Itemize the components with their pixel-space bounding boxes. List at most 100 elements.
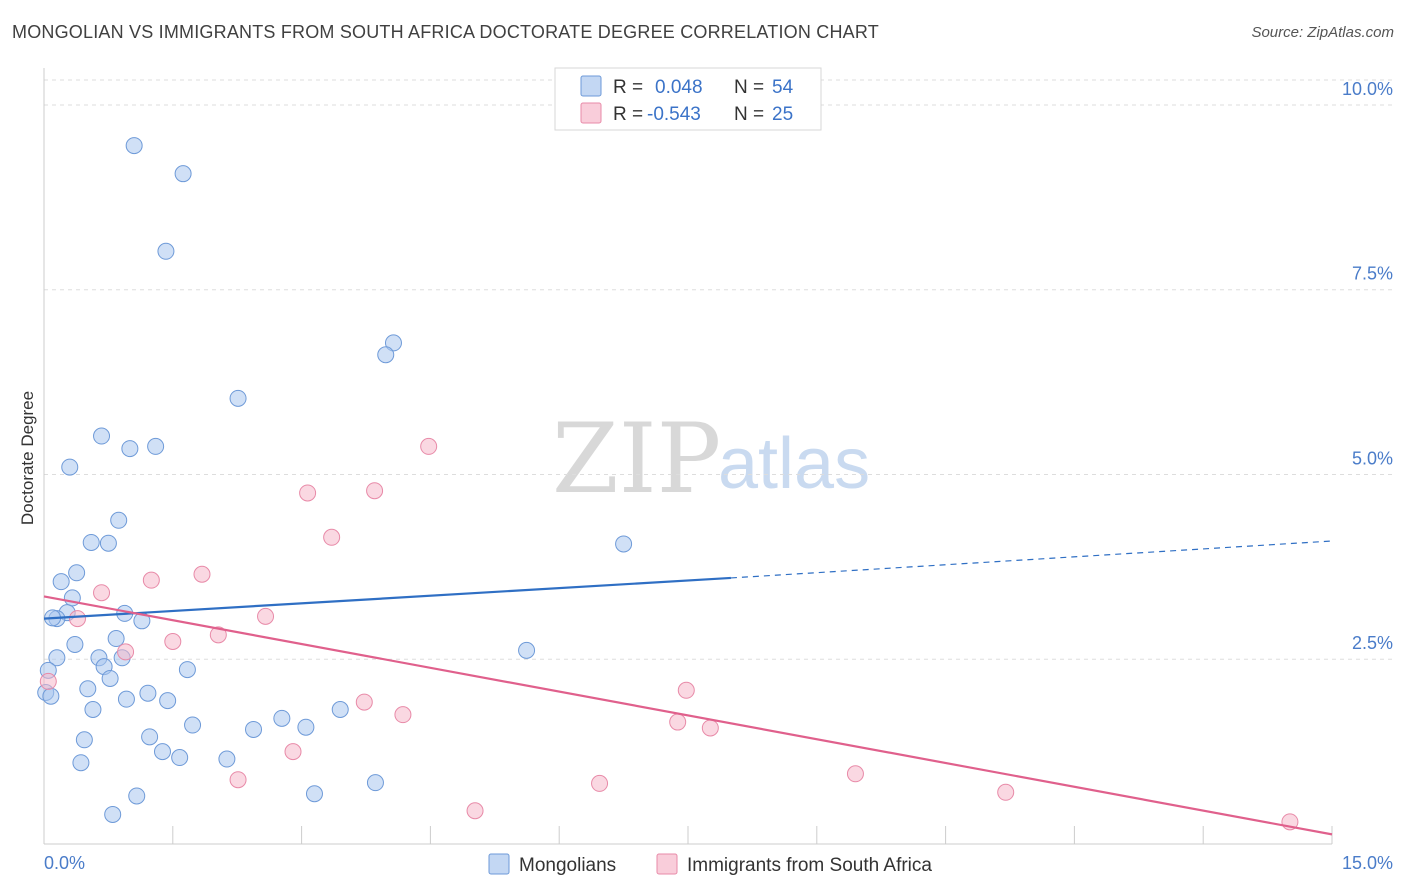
south-africa-point-19 bbox=[229, 771, 247, 789]
legend-r-value-mongolians: 0.048 bbox=[655, 77, 703, 98]
series-legend-label-mongolians: Mongolians bbox=[519, 855, 616, 876]
mongolians-point-51 bbox=[518, 641, 536, 659]
mongolians-point-52 bbox=[615, 535, 633, 553]
mongolians-point-43 bbox=[171, 749, 189, 767]
watermark: ZIP atlas bbox=[552, 403, 870, 515]
series-legend-swatch-south-africa bbox=[656, 853, 678, 875]
mongolians-point-45 bbox=[72, 754, 90, 772]
mongolians-point-33 bbox=[159, 692, 177, 710]
series-legend: Mongolians Immigrants from South Africa bbox=[488, 853, 932, 876]
south-africa-point-10 bbox=[164, 633, 182, 651]
series-legend-label-south-africa: Immigrants from South Africa bbox=[687, 855, 932, 876]
mongolians-point-37 bbox=[184, 716, 202, 734]
mongolians-point-3 bbox=[384, 334, 402, 352]
legend-n-value-south-africa: 25 bbox=[772, 104, 793, 125]
mongolians-point-53 bbox=[42, 687, 60, 705]
south-africa-point-3 bbox=[323, 528, 341, 546]
mongolians-point-10 bbox=[110, 511, 128, 529]
south-africa-trend-line bbox=[43, 595, 1333, 836]
mongolians-point-38 bbox=[245, 720, 263, 738]
mongolians-point-0 bbox=[125, 137, 143, 155]
south-africa-point-9 bbox=[209, 626, 227, 644]
south-africa-point-1 bbox=[366, 482, 384, 500]
y-tick-label-1: 5.0% bbox=[1352, 448, 1393, 468]
mongolians-point-9 bbox=[61, 458, 79, 476]
mongolians-point-32 bbox=[117, 690, 135, 708]
mongolians-point-5 bbox=[229, 389, 247, 407]
south-africa-point-5 bbox=[142, 571, 160, 589]
legend-r-label-south-africa: R = bbox=[613, 104, 643, 125]
legend-swatch-south-africa bbox=[580, 102, 602, 124]
south-africa-point-6 bbox=[93, 584, 111, 602]
mongolians-point-42 bbox=[153, 743, 171, 761]
mongolians-point-50 bbox=[104, 805, 122, 823]
mongolians-point-11 bbox=[82, 533, 100, 551]
mongolians-point-8 bbox=[147, 437, 165, 455]
legend-n-value-mongolians: 54 bbox=[772, 77, 794, 98]
x-tick-min: 0.0% bbox=[44, 853, 85, 873]
mongolians-point-13 bbox=[68, 564, 86, 582]
mongolians-point-2 bbox=[157, 242, 175, 260]
axes bbox=[43, 68, 1333, 845]
mongolians-point-48 bbox=[128, 787, 146, 805]
series-legend-swatch-mongolians bbox=[488, 853, 510, 875]
south-africa-point-14 bbox=[355, 693, 373, 711]
south-africa-point-7 bbox=[68, 610, 86, 628]
mongolians-point-34 bbox=[84, 700, 102, 718]
south-africa-point-12 bbox=[39, 672, 57, 690]
mongolians-point-23 bbox=[48, 649, 66, 667]
mongolians-point-6 bbox=[93, 427, 111, 445]
mongolians-trend-extension bbox=[730, 540, 1333, 579]
y-tick-label-0: 2.5% bbox=[1352, 633, 1393, 653]
mongolians-point-7 bbox=[121, 440, 139, 458]
south-africa-point-4 bbox=[193, 565, 211, 583]
mongolians-point-47 bbox=[366, 774, 384, 792]
legend-r-label-mongolians: R = bbox=[613, 77, 643, 98]
gridlines bbox=[44, 79, 1394, 660]
mongolians-trend-line bbox=[43, 576, 731, 620]
mongolians-point-40 bbox=[75, 731, 93, 749]
y-tick-label-2: 7.5% bbox=[1352, 264, 1393, 284]
south-africa-point-22 bbox=[997, 783, 1015, 801]
x-tick-max: 15.0% bbox=[1342, 853, 1393, 873]
mongolians-point-14 bbox=[52, 573, 70, 591]
south-africa-point-21 bbox=[591, 774, 609, 792]
south-africa-point-15 bbox=[394, 706, 412, 724]
south-africa-point-23 bbox=[466, 802, 484, 820]
south-africa-point-2 bbox=[299, 484, 317, 502]
legend-swatch-mongolians bbox=[580, 75, 602, 97]
y-tick-label-3: 10.0% bbox=[1342, 79, 1393, 99]
mongolians-point-39 bbox=[297, 718, 315, 736]
mongolians-point-22 bbox=[107, 630, 125, 648]
watermark-atlas: atlas bbox=[718, 424, 870, 504]
south-africa-point-13 bbox=[677, 681, 695, 699]
watermark-zip: ZIP bbox=[552, 403, 721, 515]
y-axis-label: Doctorate Degree bbox=[18, 391, 37, 525]
mongolians-point-12 bbox=[99, 534, 117, 552]
trend-lines bbox=[43, 540, 1333, 836]
scatter-points bbox=[37, 137, 1299, 831]
mongolians-point-49 bbox=[305, 785, 323, 803]
mongolians-point-28 bbox=[101, 669, 119, 687]
mongolians-point-36 bbox=[273, 709, 291, 727]
chart-title: MONGOLIAN VS IMMIGRANTS FROM SOUTH AFRIC… bbox=[12, 22, 879, 42]
legend-n-label-south-africa: N = bbox=[734, 104, 764, 125]
south-africa-point-0 bbox=[420, 437, 438, 455]
stats-legend: R = 0.048 N = 54 R = -0.543 N = 25 bbox=[554, 67, 822, 131]
south-africa-point-17 bbox=[701, 719, 719, 737]
mongolians-point-30 bbox=[79, 680, 97, 698]
source-credit: Source: ZipAtlas.com bbox=[1251, 24, 1394, 41]
mongolians-point-31 bbox=[139, 684, 157, 702]
south-africa-point-11 bbox=[117, 643, 135, 661]
south-africa-point-20 bbox=[846, 765, 864, 783]
y-tick-labels: 2.5% 5.0% 7.5% 10.0% bbox=[1342, 79, 1393, 653]
mongolians-point-44 bbox=[218, 750, 236, 768]
mongolians-point-41 bbox=[141, 728, 159, 746]
mongolians-point-21 bbox=[66, 635, 84, 653]
mongolians-point-4 bbox=[377, 346, 395, 364]
south-africa-point-18 bbox=[284, 743, 302, 761]
x-tick-labels: 0.0% 15.0% bbox=[44, 853, 1393, 873]
mongolians-point-1 bbox=[174, 165, 192, 183]
mongolians-point-35 bbox=[331, 700, 349, 718]
